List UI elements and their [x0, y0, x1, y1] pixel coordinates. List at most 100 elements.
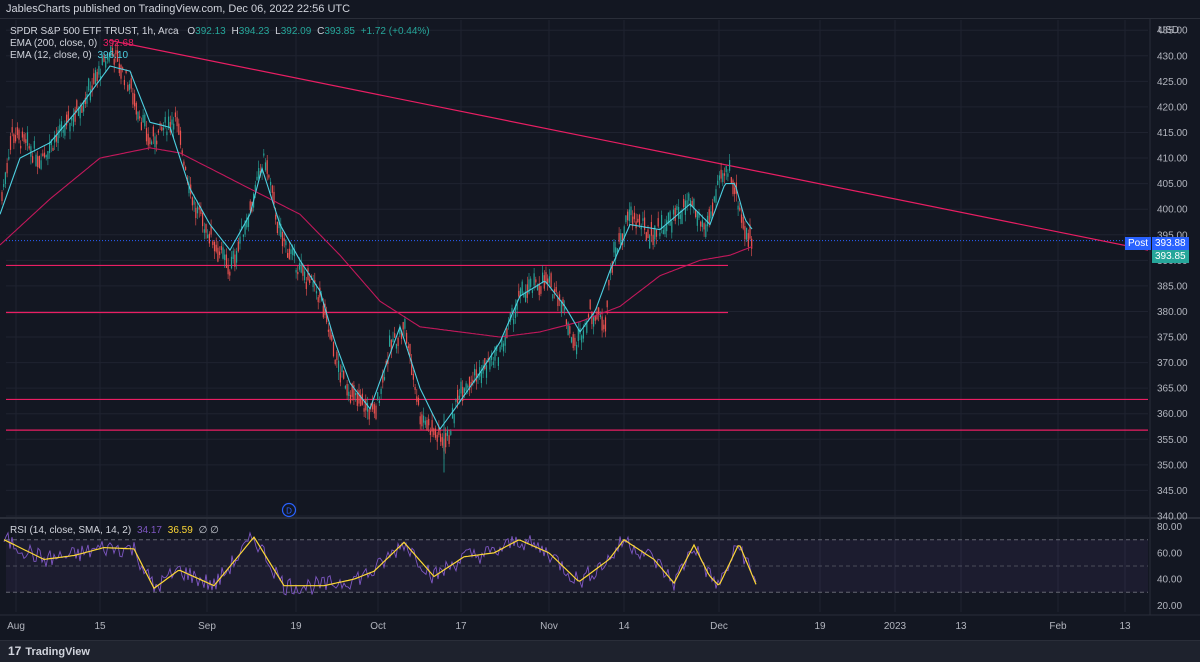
trendline[interactable] [109, 39, 1149, 251]
candle-body [239, 236, 241, 244]
trendline-segment[interactable] [109, 39, 1149, 251]
candle-body [450, 430, 452, 435]
candle-body [727, 173, 729, 177]
candle-body [409, 343, 411, 356]
candle-body [412, 373, 414, 380]
rsi-sma-line [3, 536, 757, 590]
candle-body [33, 141, 35, 149]
candle-body [572, 334, 574, 348]
candle-body [654, 225, 656, 240]
ema200-value: 392.68 [103, 38, 134, 49]
candle-body [108, 56, 110, 62]
candle-body [669, 211, 671, 226]
candle-body [402, 322, 404, 330]
candle-body [96, 71, 98, 81]
candle-body [423, 415, 425, 423]
candle-body [164, 116, 166, 123]
candle-body [236, 251, 238, 263]
ema200-legend[interactable]: EMA (200, close, 0) 392.68 [10, 38, 134, 49]
candle-body [242, 234, 244, 237]
brand-name: TradingView [25, 646, 90, 658]
symbol-legend[interactable]: SPDR S&P 500 ETF TRUST, 1h, Arca O392.13… [10, 26, 430, 37]
candle-body [652, 234, 654, 246]
dividend-marker[interactable]: D [281, 502, 297, 518]
candle-body [601, 316, 603, 331]
candle-body [706, 215, 709, 227]
candle-body [747, 233, 749, 247]
rsi-legend[interactable]: RSI (14, close, SMA, 14, 2) 34.17 36.59 … [10, 525, 219, 536]
candle-body [71, 118, 73, 121]
candle-body [390, 339, 392, 352]
candle-body [4, 172, 6, 185]
candle-body [718, 175, 720, 181]
price-tick-label: 430.00 [1157, 51, 1188, 62]
candle-body [278, 220, 280, 229]
candle-body [295, 270, 297, 273]
ema-lines [0, 65, 753, 431]
candle-body [489, 357, 491, 370]
candle-body [688, 193, 690, 201]
candle-body [392, 338, 394, 343]
candle-body [149, 137, 151, 145]
post-price-tag: 393.88 [1152, 237, 1189, 250]
candle-body [542, 272, 544, 283]
candle-body [453, 413, 455, 424]
candle-body [445, 433, 447, 448]
candle-body [178, 123, 180, 135]
tradingview-logo[interactable]: 17 TradingView [8, 644, 90, 658]
candle-body [106, 56, 108, 60]
candle-body [570, 337, 573, 343]
candle-body [15, 135, 17, 142]
candle-body [77, 108, 80, 116]
candle-body [530, 278, 532, 287]
candle-body [76, 100, 78, 110]
candle-body [676, 206, 678, 210]
candle-body [222, 247, 224, 259]
candle-body [647, 229, 649, 239]
candle-body [703, 223, 705, 230]
candle-body [288, 248, 290, 260]
candle-body [540, 286, 542, 294]
publish-bar: JablesCharts published on TradingView.co… [0, 0, 1200, 19]
candle-body [720, 169, 722, 179]
price-tick-label: 370.00 [1157, 358, 1188, 369]
candle-body [55, 134, 57, 142]
candle-body [581, 335, 583, 343]
candle-body [474, 368, 476, 376]
candle-body [457, 389, 459, 404]
horizontal-levels[interactable] [6, 240, 1148, 431]
candle-body [378, 400, 380, 404]
rsi-tick-label: 40.00 [1157, 575, 1182, 586]
candle-body [11, 127, 13, 133]
time-axis[interactable]: Aug 15 Sep 19 Oct 17 Nov 14 Dec 19 2023 13 Feb 13 [7, 621, 1131, 632]
candle-body [691, 200, 693, 207]
dividend-marker-circle[interactable] [281, 502, 297, 518]
candle-body [244, 220, 246, 235]
ema12-legend[interactable]: EMA (12, close, 0) 396.10 [10, 50, 128, 61]
candle-body [166, 131, 168, 136]
candle-body [730, 177, 732, 184]
candle-body [89, 89, 91, 101]
price-tick-label: 375.00 [1157, 333, 1188, 344]
candle-body [593, 316, 595, 327]
candle-body [193, 200, 195, 205]
candle-body [196, 206, 199, 214]
candle-body [548, 276, 550, 283]
ema12-line [0, 65, 753, 431]
time-tick-label: 19 [290, 621, 302, 632]
candle-body [382, 372, 384, 383]
candle-body [446, 430, 448, 436]
candle-body [484, 358, 486, 369]
candle-body [232, 250, 234, 260]
candle-body [496, 346, 498, 351]
candle-body [300, 261, 302, 273]
candle-body [659, 232, 661, 237]
candle-body [536, 284, 539, 291]
candle-body [344, 385, 346, 389]
candle-body [185, 166, 187, 171]
candle-body [50, 139, 52, 145]
price-tick-label: 355.00 [1157, 435, 1188, 446]
candle-body [263, 153, 265, 156]
